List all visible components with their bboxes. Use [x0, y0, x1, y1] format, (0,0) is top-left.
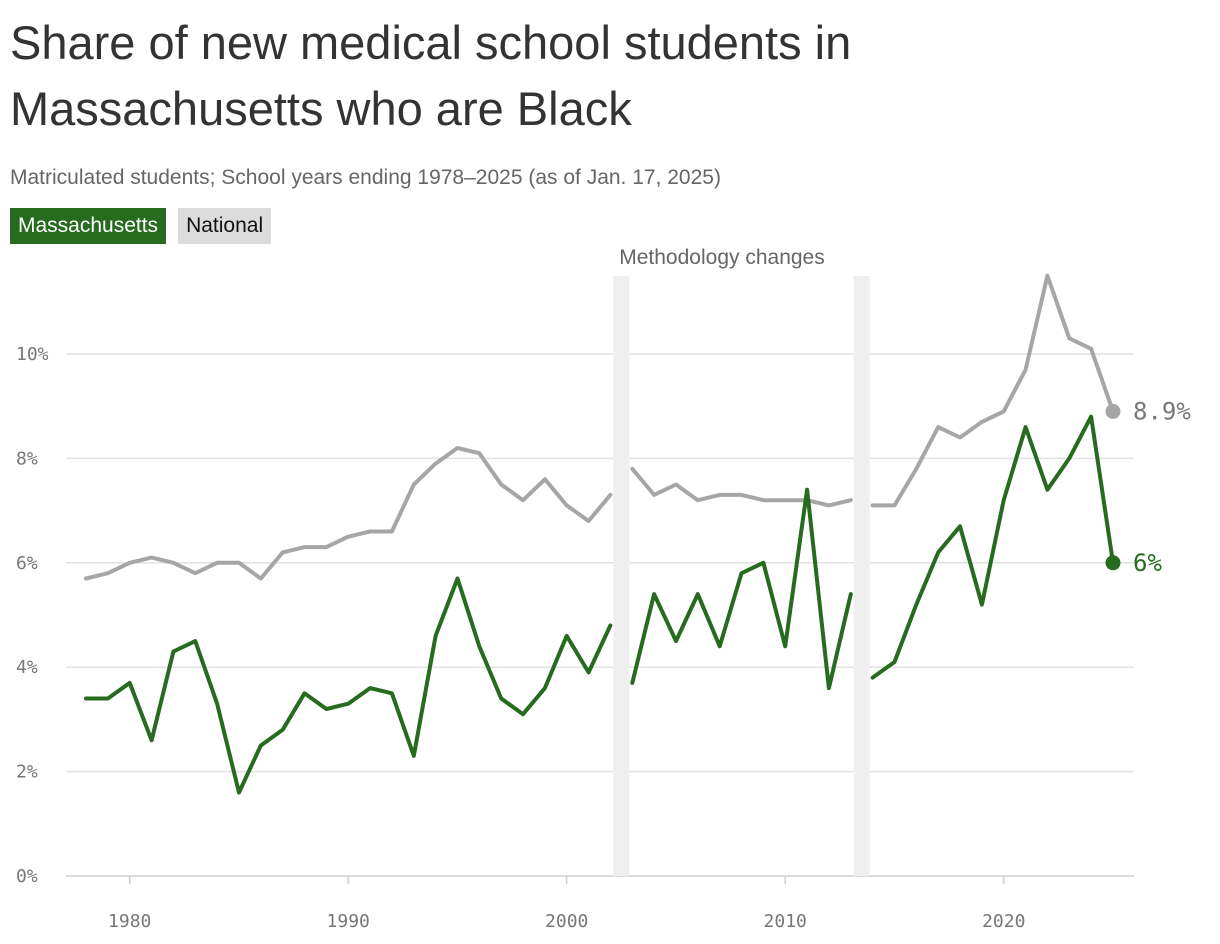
series-line-national — [630, 466, 853, 508]
x-tick-label: 2010 — [764, 911, 807, 932]
y-tick-label: 6% — [16, 553, 38, 574]
methodology-label: Methodology changes — [619, 246, 824, 269]
methodology-band — [853, 276, 870, 876]
methodology-band — [613, 276, 630, 876]
series-line-massachusetts — [870, 414, 1115, 680]
series-line-national — [84, 446, 613, 581]
end-point-massachusetts — [1105, 555, 1121, 571]
y-tick-label: 0% — [16, 866, 38, 887]
end-point-national — [1105, 403, 1121, 419]
x-tick-label: 2000 — [545, 911, 588, 932]
series-line-massachusetts — [84, 576, 613, 795]
y-tick-label: 4% — [16, 657, 38, 678]
legend-item-national: National — [178, 208, 272, 244]
x-tick-label: 1990 — [327, 911, 370, 932]
x-tick-label: 2020 — [982, 911, 1025, 932]
end-label-national: 8.9% — [1133, 397, 1191, 425]
legend: Massachusetts National — [10, 208, 272, 244]
chart-subtitle: Matriculated students; School years endi… — [10, 166, 721, 189]
legend-item-massachusetts: Massachusetts — [10, 208, 167, 244]
end-label-massachusetts: 6% — [1133, 549, 1162, 577]
series-line-national — [870, 273, 1115, 508]
y-tick-label: 8% — [16, 448, 38, 469]
y-tick-label: 10% — [16, 344, 49, 365]
chart-title: Share of new medical school students in … — [10, 16, 852, 135]
series-line-massachusetts — [630, 487, 853, 691]
y-tick-label: 2% — [16, 762, 38, 783]
x-tick-label: 1980 — [108, 911, 151, 932]
